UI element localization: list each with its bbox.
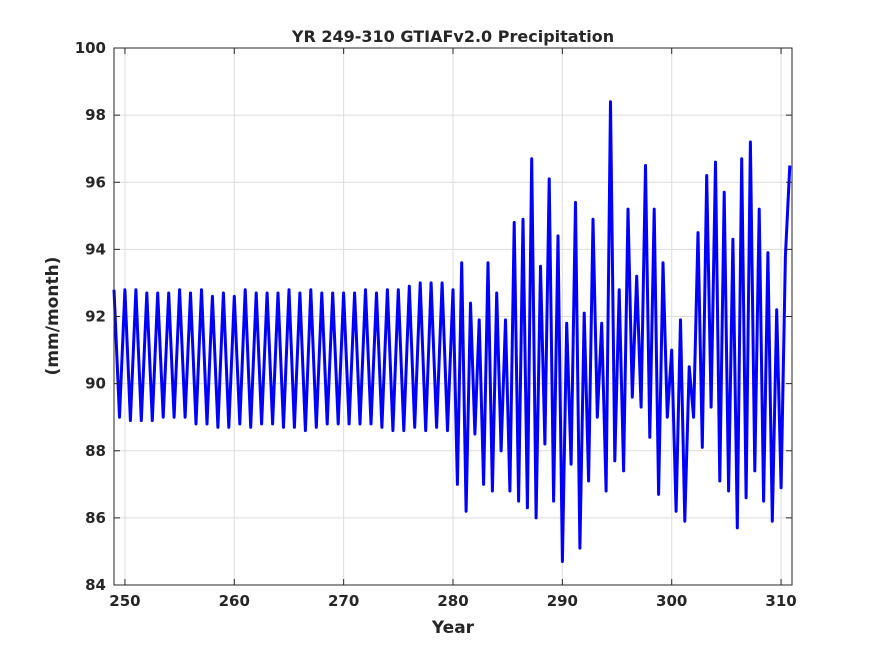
y-tick-label: 88 — [85, 442, 106, 460]
y-axis-label: (mm/month) — [43, 257, 63, 376]
chart-title: YR 249-310 GTIAFv2.0 Precipitation — [291, 27, 614, 46]
x-tick-label: 260 — [219, 592, 250, 610]
y-tick-label: 98 — [85, 106, 106, 124]
y-tick-label: 92 — [85, 308, 106, 326]
x-tick-label: 250 — [109, 592, 140, 610]
y-tick-label: 84 — [85, 576, 106, 594]
y-tick-label: 86 — [85, 509, 106, 527]
y-tick-label: 96 — [85, 173, 106, 191]
y-tick-label: 100 — [75, 39, 106, 57]
plot-series — [112, 100, 792, 563]
y-tick-label: 94 — [85, 240, 106, 258]
series-line-0 — [112, 100, 792, 563]
x-tick-label: 300 — [656, 592, 687, 610]
x-tick-label: 270 — [328, 592, 359, 610]
x-tick-label: 280 — [437, 592, 468, 610]
y-tick-label: 90 — [85, 375, 106, 393]
x-tick-label: 290 — [547, 592, 578, 610]
x-axis-label: Year — [431, 618, 475, 638]
axis-ticks: 250 260 270 280 290 300 310 84 86 88 90 92 94 96 98 100 — [75, 39, 797, 610]
x-tick-label: 310 — [765, 592, 796, 610]
